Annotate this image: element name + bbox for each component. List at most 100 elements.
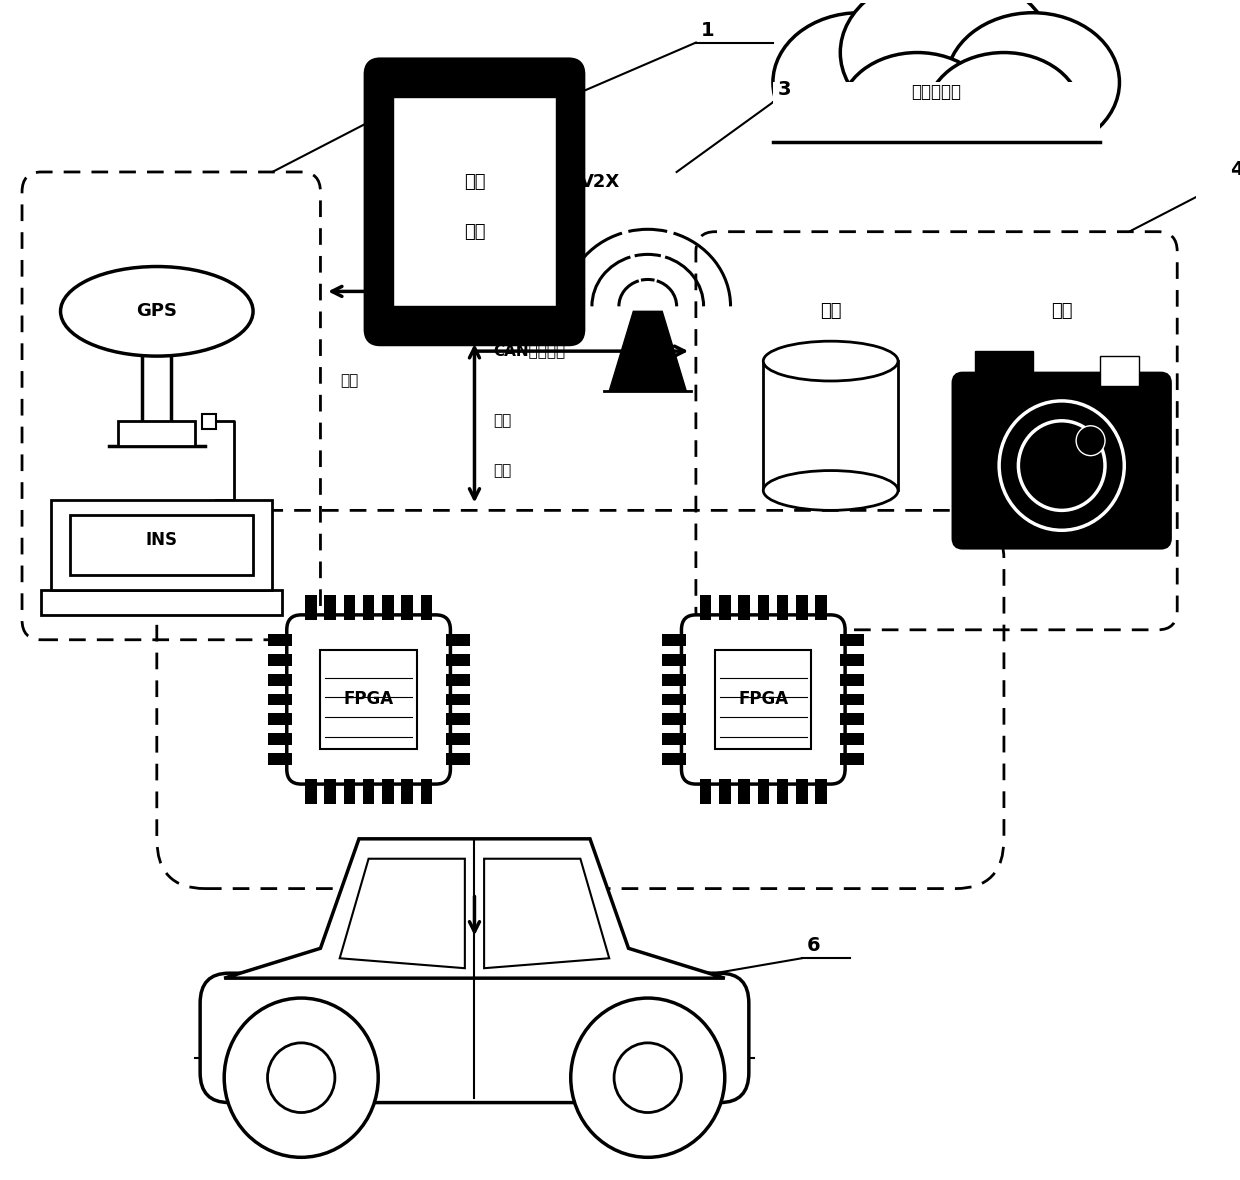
Bar (699, 779, 712, 804)
Ellipse shape (946, 13, 1120, 152)
Bar (975, 352, 1033, 381)
Bar (796, 595, 807, 620)
Circle shape (614, 1043, 682, 1113)
Bar (841, 733, 864, 746)
Ellipse shape (764, 471, 898, 511)
Text: FPGA: FPGA (738, 690, 789, 708)
Bar (445, 714, 470, 726)
Text: 云数据中心: 云数据中心 (911, 84, 961, 101)
Ellipse shape (764, 341, 898, 381)
Bar (841, 654, 864, 666)
FancyBboxPatch shape (715, 650, 811, 749)
Bar (402, 595, 413, 620)
Bar (420, 595, 432, 620)
Bar (325, 595, 336, 620)
Text: GPS: GPS (136, 302, 177, 320)
Text: 总线: 总线 (494, 463, 512, 478)
Bar (268, 733, 291, 746)
Bar (699, 595, 712, 620)
FancyBboxPatch shape (200, 974, 749, 1102)
Bar (445, 634, 470, 645)
Bar (445, 654, 470, 666)
FancyBboxPatch shape (41, 590, 281, 615)
Bar (662, 714, 686, 726)
Ellipse shape (928, 53, 1081, 172)
Bar (1100, 356, 1138, 386)
Text: CAN、以太网: CAN、以太网 (494, 284, 565, 299)
Polygon shape (224, 839, 724, 978)
Bar (662, 694, 686, 706)
Text: INS: INS (145, 531, 177, 549)
Text: 4: 4 (1230, 160, 1240, 179)
Bar (738, 595, 750, 620)
Bar (445, 733, 470, 746)
Text: 5: 5 (1056, 439, 1070, 458)
Ellipse shape (773, 13, 946, 152)
Text: 3: 3 (777, 80, 791, 99)
Text: 6: 6 (806, 936, 820, 956)
Bar (776, 595, 789, 620)
Ellipse shape (61, 267, 253, 356)
FancyBboxPatch shape (286, 615, 450, 784)
FancyBboxPatch shape (393, 97, 557, 307)
Bar (662, 753, 686, 765)
FancyBboxPatch shape (773, 83, 1100, 182)
Bar (815, 595, 827, 620)
Bar (719, 779, 730, 804)
FancyBboxPatch shape (71, 516, 253, 575)
Ellipse shape (841, 0, 1052, 132)
Circle shape (1018, 421, 1105, 511)
Bar (841, 714, 864, 726)
Bar (662, 733, 686, 746)
Bar (268, 714, 291, 726)
Bar (776, 779, 789, 804)
Text: CAN、以太网: CAN、以太网 (494, 343, 565, 359)
Bar (305, 595, 316, 620)
Bar (268, 674, 291, 686)
Bar (325, 779, 336, 804)
Bar (363, 779, 374, 804)
Bar (268, 634, 291, 645)
Bar (268, 694, 291, 706)
Bar (662, 654, 686, 666)
Bar (382, 779, 393, 804)
FancyBboxPatch shape (320, 650, 417, 749)
Text: 2: 2 (373, 100, 387, 119)
Circle shape (999, 401, 1125, 530)
Text: 1: 1 (701, 20, 714, 40)
Bar (268, 654, 291, 666)
Bar (662, 634, 686, 645)
Bar (118, 421, 196, 446)
Text: CAN: CAN (489, 951, 525, 965)
Text: 设备: 设备 (464, 223, 485, 241)
FancyBboxPatch shape (682, 615, 846, 784)
Bar (420, 779, 432, 804)
Bar (841, 753, 864, 765)
Text: V2X: V2X (579, 173, 620, 191)
Bar (363, 595, 374, 620)
Bar (343, 779, 355, 804)
Bar (841, 694, 864, 706)
Circle shape (1076, 426, 1105, 455)
Circle shape (224, 998, 378, 1158)
Bar (268, 753, 291, 765)
FancyBboxPatch shape (952, 373, 1171, 549)
Bar (815, 779, 827, 804)
Text: 雷达: 雷达 (820, 302, 842, 320)
Text: 交互: 交互 (464, 173, 485, 191)
Bar (796, 779, 807, 804)
Circle shape (570, 998, 724, 1158)
Bar (841, 674, 864, 686)
Bar (343, 595, 355, 620)
Bar (202, 414, 217, 428)
Bar (758, 779, 769, 804)
Circle shape (268, 1043, 335, 1113)
Bar (402, 779, 413, 804)
Bar (445, 694, 470, 706)
Bar (445, 753, 470, 765)
Bar (382, 595, 393, 620)
FancyBboxPatch shape (51, 500, 273, 590)
Bar (738, 779, 750, 804)
Bar (662, 674, 686, 686)
Bar (841, 634, 864, 645)
